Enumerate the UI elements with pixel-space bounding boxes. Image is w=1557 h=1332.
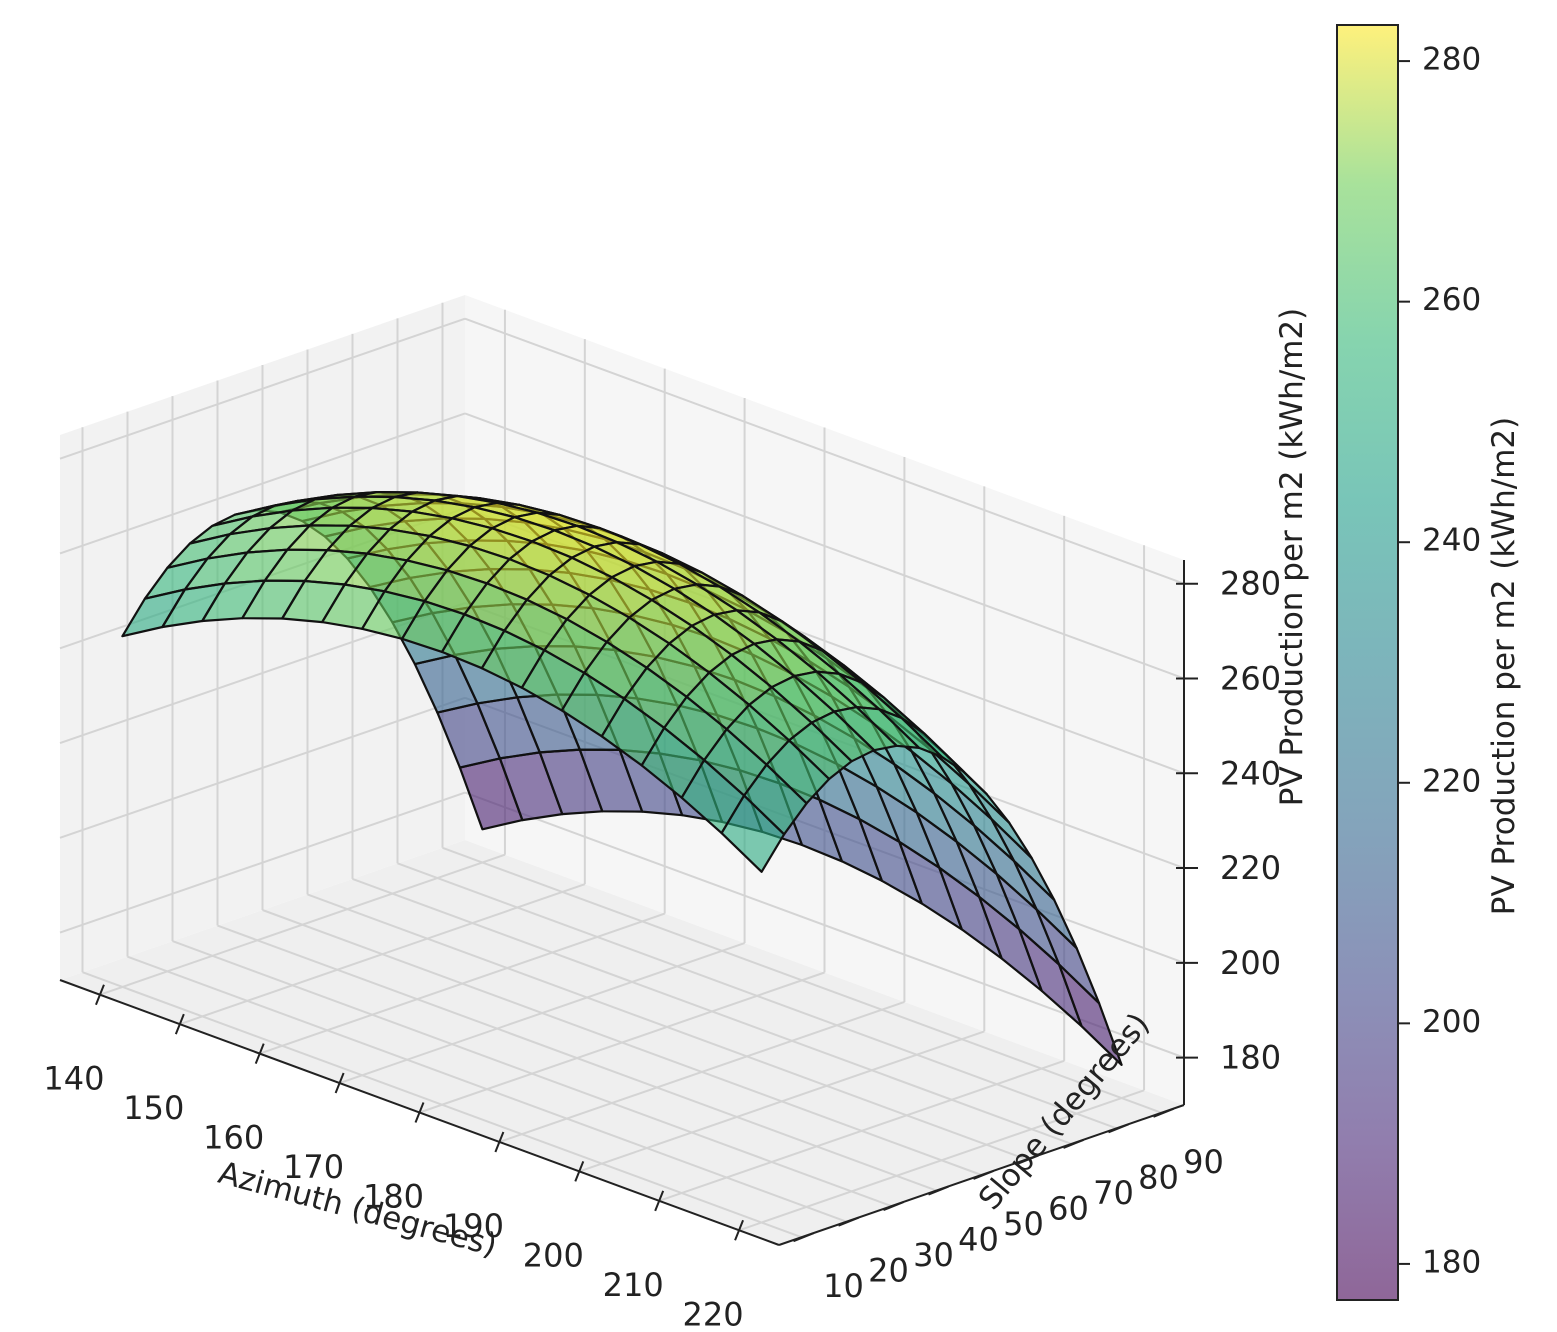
colorbar: 180 200 220 240 260 280 PV Production per m2 … <box>1336 24 1522 1301</box>
gridline-y-floor <box>352 877 1072 1145</box>
gridline-z-left <box>59 791 466 934</box>
y-tick-label: 10 <box>823 1267 864 1305</box>
y-tick-mark <box>793 1232 814 1243</box>
y-tick-mark <box>1153 1107 1174 1118</box>
gridline-z-back <box>464 412 1185 680</box>
colorbar-tick-label: 240 <box>1422 523 1481 559</box>
y-tick-mark <box>1063 1138 1084 1149</box>
gridline-z-left <box>59 317 466 460</box>
z-tick-label: 240 <box>1220 754 1281 792</box>
y-tick-label: 70 <box>1093 1174 1134 1212</box>
y-tick-label: 20 <box>868 1252 909 1290</box>
x-tick-mark <box>414 1102 425 1123</box>
x-tick-label: 170 <box>283 1148 344 1186</box>
x-tick-mark <box>654 1190 665 1212</box>
colorbar-tick-label: 280 <box>1422 42 1481 78</box>
gridline-y-floor <box>442 846 1162 1114</box>
x-tick-label: 200 <box>523 1236 584 1274</box>
x-tick-mark <box>494 1131 505 1153</box>
y-tick-mark <box>838 1216 859 1227</box>
y-tick-label: 60 <box>1048 1189 1089 1227</box>
z-tick-label: 180 <box>1220 1039 1281 1077</box>
y-tick-label: 90 <box>1183 1143 1224 1181</box>
y-tick-label: 40 <box>958 1221 999 1259</box>
z-tick-label: 280 <box>1220 565 1281 603</box>
x-tick-label: 160 <box>203 1119 264 1157</box>
y-tick-mark <box>1108 1123 1129 1134</box>
colorbar-tick-label: 260 <box>1422 282 1481 318</box>
y-tick-label: 50 <box>1003 1205 1044 1243</box>
z-tick-label: 260 <box>1220 660 1281 698</box>
y-tick-mark <box>1018 1154 1039 1165</box>
gridline-y-floor <box>82 971 802 1239</box>
gridline-y-floor <box>217 924 937 1192</box>
colorbar-tick-label: 180 <box>1422 1244 1481 1280</box>
x-tick-label: 180 <box>363 1178 424 1216</box>
gridline-y-floor <box>397 862 1117 1130</box>
z-tick-label: 200 <box>1220 944 1281 982</box>
x-tick-label: 150 <box>123 1089 184 1127</box>
y-tick-mark <box>928 1185 949 1196</box>
x-tick-label: 140 <box>43 1060 104 1098</box>
colorbar-label: PV Production per m2 (kWh/m2) <box>1486 417 1522 915</box>
gridline-z-left <box>59 696 466 839</box>
x-tick-label: 190 <box>443 1207 504 1245</box>
gridline-y-floor <box>307 893 1027 1161</box>
z-tick-label: 220 <box>1220 849 1281 887</box>
x-tick-mark <box>334 1072 345 1094</box>
axis-ticks: 140 150 160 170 180 190 200 210 220 10 20 30 40 50 60 7… <box>43 565 1281 1332</box>
surface-patch <box>720 794 786 873</box>
x-tick-label: 220 <box>683 1295 744 1332</box>
gridline-y-floor <box>127 955 847 1223</box>
y-tick-mark <box>883 1201 904 1212</box>
colorbar-tick-label: 200 <box>1422 1004 1481 1040</box>
colorbar-gradient <box>1336 24 1399 1301</box>
gridline-z-back <box>464 791 1185 1059</box>
y-tick-label: 30 <box>913 1236 954 1274</box>
y-tick-mark <box>973 1170 994 1180</box>
x-tick-mark <box>254 1043 265 1064</box>
x-tick-mark <box>174 1013 185 1035</box>
colorbar-ticks: 180 200 220 240 260 280 <box>1398 42 1481 1280</box>
gridline-y-floor <box>262 909 982 1176</box>
x-tick-mark <box>574 1161 585 1182</box>
y-tick-label: 80 <box>1138 1158 1179 1196</box>
x-tick-mark <box>734 1219 744 1241</box>
x-tick-mark <box>95 984 105 1006</box>
x-tick-label: 210 <box>603 1266 664 1304</box>
colorbar-tick-label: 220 <box>1422 763 1481 799</box>
z-axis-label: PV Production per m2 (kWh/m2) <box>1274 308 1310 806</box>
gridline-z-back <box>464 317 1185 585</box>
surface-plot <box>121 491 1123 1067</box>
gridline-y-floor <box>172 940 892 1208</box>
gridline-z-left <box>59 412 466 555</box>
